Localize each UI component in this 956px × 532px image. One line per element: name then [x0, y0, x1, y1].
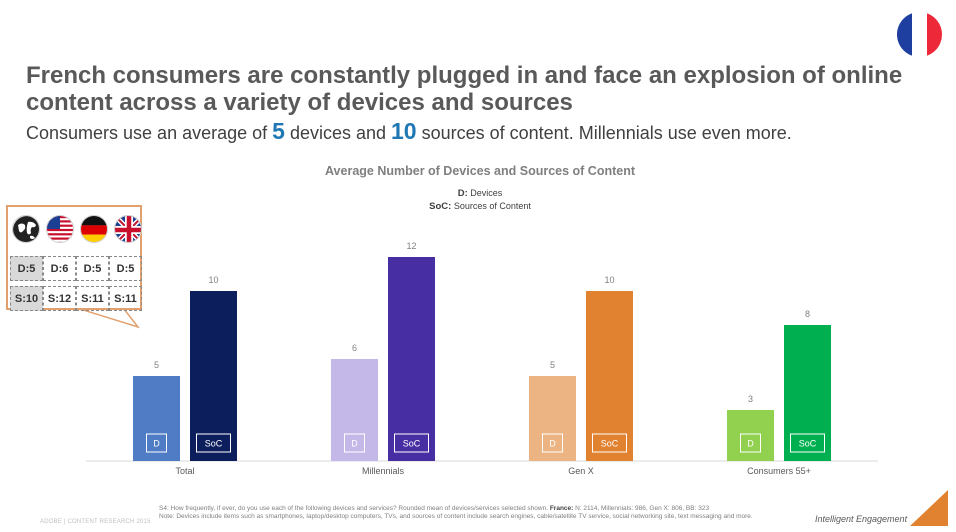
subtitle-part3: sources of content. Millennials use even… — [416, 123, 792, 143]
bar-soc-3 — [784, 325, 831, 461]
data-label: 3 — [748, 394, 753, 404]
bar-d-3 — [727, 410, 774, 461]
france-flag-icon — [897, 12, 942, 57]
callout-cell: S:10 — [10, 286, 43, 311]
bar-d-1 — [331, 359, 378, 461]
callout-cell: S:12 — [43, 286, 76, 311]
france-flag-white — [912, 12, 927, 57]
country-comparison-callout: D:5 D:6 D:5 D:5 S:10 S:12 S:11 S:11 — [6, 205, 142, 311]
chart-legend: D: Devices SoC: Sources of Content — [380, 187, 580, 213]
footnote: S4: How frequently, if ever, do you use … — [159, 505, 799, 521]
callout-cell: D:5 — [76, 256, 109, 281]
bar-d-2 — [529, 376, 576, 461]
bar-tag-label: D — [549, 439, 556, 449]
callout-cell: D:5 — [109, 256, 142, 281]
page-title: French consumers are constantly plugged … — [26, 62, 903, 116]
bar-tag-label: D — [153, 439, 160, 449]
uk-flag-icon — [114, 215, 142, 243]
bar-tag-box — [542, 433, 563, 453]
bar-tag-box — [790, 433, 825, 453]
category-label: Gen X — [568, 466, 594, 476]
bar-tag-label: SoC — [601, 439, 619, 449]
callout-devices-row: D:5 D:6 D:5 D:5 — [10, 256, 142, 281]
footnote-country: France: — [549, 505, 574, 512]
bar-tag-box — [146, 433, 167, 453]
callout-cell: S:11 — [76, 286, 109, 311]
chart-title: Average Number of Devices and Sources of… — [324, 164, 636, 178]
bar-tag-label: D — [747, 439, 754, 449]
footnote-question: S4: How frequently, if ever, do you use … — [159, 505, 549, 512]
callout-cell: D:6 — [43, 256, 76, 281]
category-label: Total — [175, 466, 194, 476]
legend-d-text: Devices — [470, 188, 503, 198]
germany-flag-icon — [80, 215, 108, 243]
bar-tag-label: SoC — [799, 439, 817, 449]
data-label: 10 — [604, 275, 614, 285]
subtitle-part2: devices and — [284, 123, 392, 143]
bar-tag-label: D — [351, 439, 358, 449]
callout-tail — [80, 309, 140, 329]
bar-soc-2 — [586, 291, 633, 461]
bar-tag-box — [394, 433, 429, 453]
bar-tag-box — [196, 433, 231, 453]
corner-triangle — [910, 490, 948, 526]
france-flag-red — [927, 12, 942, 57]
global-icon — [12, 215, 40, 243]
data-label: 8 — [805, 309, 810, 319]
bar-tag-label: SoC — [403, 439, 421, 449]
bar-tag-box — [344, 433, 365, 453]
callout-flags — [12, 215, 142, 243]
footnote-sample: N: 2114, Millennials: 986, Gen X: 806, B… — [575, 505, 710, 512]
legend-soc-key: SoC: — [429, 201, 452, 212]
legend-d-key: D: — [457, 188, 468, 199]
france-flag-blue — [897, 12, 912, 57]
data-label: 5 — [154, 360, 159, 370]
page-subtitle: Consumers use an average of 5 devices an… — [26, 118, 792, 145]
adobe-note: ADOBE | CONTENT RESEARCH 2015 — [40, 519, 151, 525]
devices-average: 5 — [272, 118, 285, 144]
bar-soc-1 — [388, 257, 435, 461]
bar-tag-label: SoC — [205, 439, 223, 449]
footnote-note: Note: Devices include items such as smar… — [159, 513, 753, 520]
callout-sources-row: S:10 S:12 S:11 S:11 — [10, 286, 142, 311]
category-label: Millennials — [362, 466, 405, 476]
brand-tagline: Intelligent Engagement — [815, 514, 908, 524]
bar-tag-box — [592, 433, 627, 453]
bar-d-0 — [133, 376, 180, 461]
sources-average: 10 — [391, 118, 417, 144]
bar-soc-0 — [190, 291, 237, 461]
bar-tag-box — [740, 433, 761, 453]
category-label: Consumers 55+ — [747, 466, 811, 476]
callout-cell: S:11 — [109, 286, 142, 311]
usa-flag-icon — [46, 215, 74, 243]
data-label: 12 — [406, 241, 416, 251]
legend-soc-text: Sources of Content — [453, 201, 531, 211]
data-label: 5 — [550, 360, 555, 370]
data-label: 10 — [208, 275, 218, 285]
callout-cell: D:5 — [10, 256, 43, 281]
data-label: 6 — [352, 343, 357, 353]
subtitle-part1: Consumers use an average of — [26, 123, 273, 143]
